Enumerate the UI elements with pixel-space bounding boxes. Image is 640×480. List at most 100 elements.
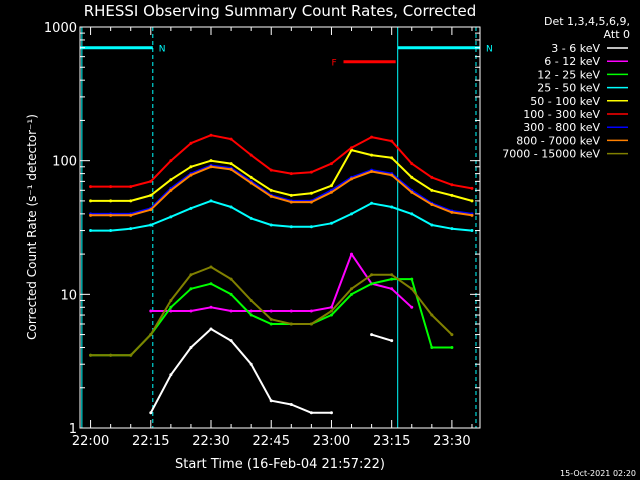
series-9-point bbox=[249, 298, 253, 302]
series-9-point bbox=[309, 322, 313, 326]
series-8-point bbox=[430, 202, 434, 206]
series-8-point bbox=[470, 213, 474, 217]
series-8-point bbox=[329, 190, 333, 194]
x-tick-label-5: 23:00 bbox=[313, 434, 350, 449]
x-tick-label-7: 23:30 bbox=[433, 434, 470, 449]
series-1-point bbox=[269, 399, 273, 403]
series-2-point bbox=[329, 305, 333, 309]
series-5-point bbox=[169, 178, 173, 182]
series-2-point bbox=[289, 309, 293, 313]
series-4-point bbox=[470, 229, 474, 233]
series-9-point bbox=[289, 322, 293, 326]
series-3-point bbox=[229, 292, 233, 296]
series-6-point bbox=[450, 183, 454, 187]
series-4-point bbox=[350, 212, 354, 216]
x-tick-label-1: 22:00 bbox=[72, 434, 109, 449]
series-4-point bbox=[329, 221, 333, 225]
series-8-point bbox=[249, 181, 253, 185]
series-6-point bbox=[189, 141, 193, 145]
series-line-5 bbox=[90, 149, 473, 202]
series-6-point bbox=[209, 133, 213, 137]
series-1-point bbox=[390, 339, 394, 343]
series-6-point bbox=[309, 170, 313, 174]
series-3-point bbox=[169, 305, 173, 309]
legend-label-8: 800 - 7000 keV bbox=[516, 134, 600, 147]
series-4-point bbox=[269, 223, 273, 227]
series-9-point bbox=[450, 333, 454, 337]
series-6-point bbox=[430, 175, 434, 179]
series-5-point bbox=[249, 175, 253, 179]
series-1-point bbox=[189, 346, 193, 350]
series-6-point bbox=[149, 179, 153, 183]
series-line-1 bbox=[149, 328, 392, 414]
series-8-point bbox=[370, 169, 374, 173]
x-axis-label: Start Time (16-Feb-04 21:57:22) bbox=[175, 457, 385, 472]
series-5-point bbox=[309, 191, 313, 195]
series-4-point bbox=[209, 199, 213, 203]
legend-label-6: 100 - 300 keV bbox=[523, 108, 600, 121]
series-4-point bbox=[289, 225, 293, 229]
series-3-point bbox=[430, 346, 434, 350]
series-1-point bbox=[229, 339, 233, 343]
legend-title-line1: Det 1,3,4,5,6,9, bbox=[544, 15, 630, 28]
series-6-point bbox=[410, 162, 414, 166]
legend-label-7: 300 - 800 keV bbox=[523, 121, 600, 134]
series-4-point bbox=[410, 212, 414, 216]
series-4-point bbox=[430, 223, 434, 227]
axes-layer: 22:00 22:15 22:30 22:45 23:00 23:15 23:30 1 10 10… bbox=[44, 21, 481, 449]
series-1-point bbox=[329, 411, 333, 415]
series-line-7 bbox=[90, 164, 473, 215]
series-3-point bbox=[350, 292, 354, 296]
series-8-point bbox=[129, 213, 133, 217]
series-8-point bbox=[229, 167, 233, 171]
series-3-point bbox=[209, 282, 213, 286]
series-8-point bbox=[450, 210, 454, 214]
series-8-point bbox=[209, 165, 213, 169]
series-1-point bbox=[289, 402, 293, 406]
series-6-point bbox=[269, 168, 273, 172]
x-tick-label-6: 23:15 bbox=[373, 434, 410, 449]
series-4-point bbox=[189, 206, 193, 210]
series-5-point bbox=[189, 165, 193, 169]
series-1-point bbox=[249, 362, 253, 366]
legend-label-3: 12 - 25 keV bbox=[537, 68, 600, 81]
series-9-point bbox=[329, 309, 333, 313]
series-9-point bbox=[410, 287, 414, 291]
series-2-point bbox=[350, 252, 354, 256]
series-2-point bbox=[410, 305, 414, 309]
legend-title-line2: Att 0 bbox=[604, 28, 630, 41]
series-line-8 bbox=[90, 165, 473, 217]
series-5-point bbox=[89, 199, 93, 203]
series-6-point bbox=[289, 172, 293, 176]
series-9-point bbox=[269, 317, 273, 321]
series-2-point bbox=[169, 309, 173, 313]
series-4-point bbox=[309, 225, 313, 229]
series-9-point bbox=[229, 277, 233, 281]
series-9-point bbox=[149, 333, 153, 337]
plot-frame bbox=[79, 26, 481, 429]
series-5-point bbox=[410, 175, 414, 179]
series-1-point bbox=[169, 373, 173, 377]
legend-label-9: 7000 - 15000 keV bbox=[502, 148, 600, 161]
series-5-point bbox=[129, 199, 133, 203]
y-tick-label-2: 10 bbox=[60, 288, 77, 303]
series-5-point bbox=[209, 159, 213, 163]
annotation-label-3: F bbox=[331, 59, 336, 69]
series-8-point bbox=[309, 200, 313, 204]
series-2-point bbox=[209, 305, 213, 309]
series-9-point bbox=[209, 265, 213, 269]
series-6-point bbox=[329, 162, 333, 166]
annotation-label-1: N bbox=[159, 45, 166, 55]
series-5-point bbox=[470, 199, 474, 203]
series-2-point bbox=[149, 309, 153, 313]
series-4-point bbox=[390, 205, 394, 209]
series-3-point bbox=[269, 322, 273, 326]
series-6-point bbox=[129, 185, 133, 189]
footer-timestamp: 15-Oct-2021 02:20 bbox=[560, 469, 636, 478]
series-9-point bbox=[189, 273, 193, 277]
series-9-point bbox=[370, 273, 374, 277]
series-6-point bbox=[169, 159, 173, 163]
series-5-point bbox=[289, 193, 293, 197]
